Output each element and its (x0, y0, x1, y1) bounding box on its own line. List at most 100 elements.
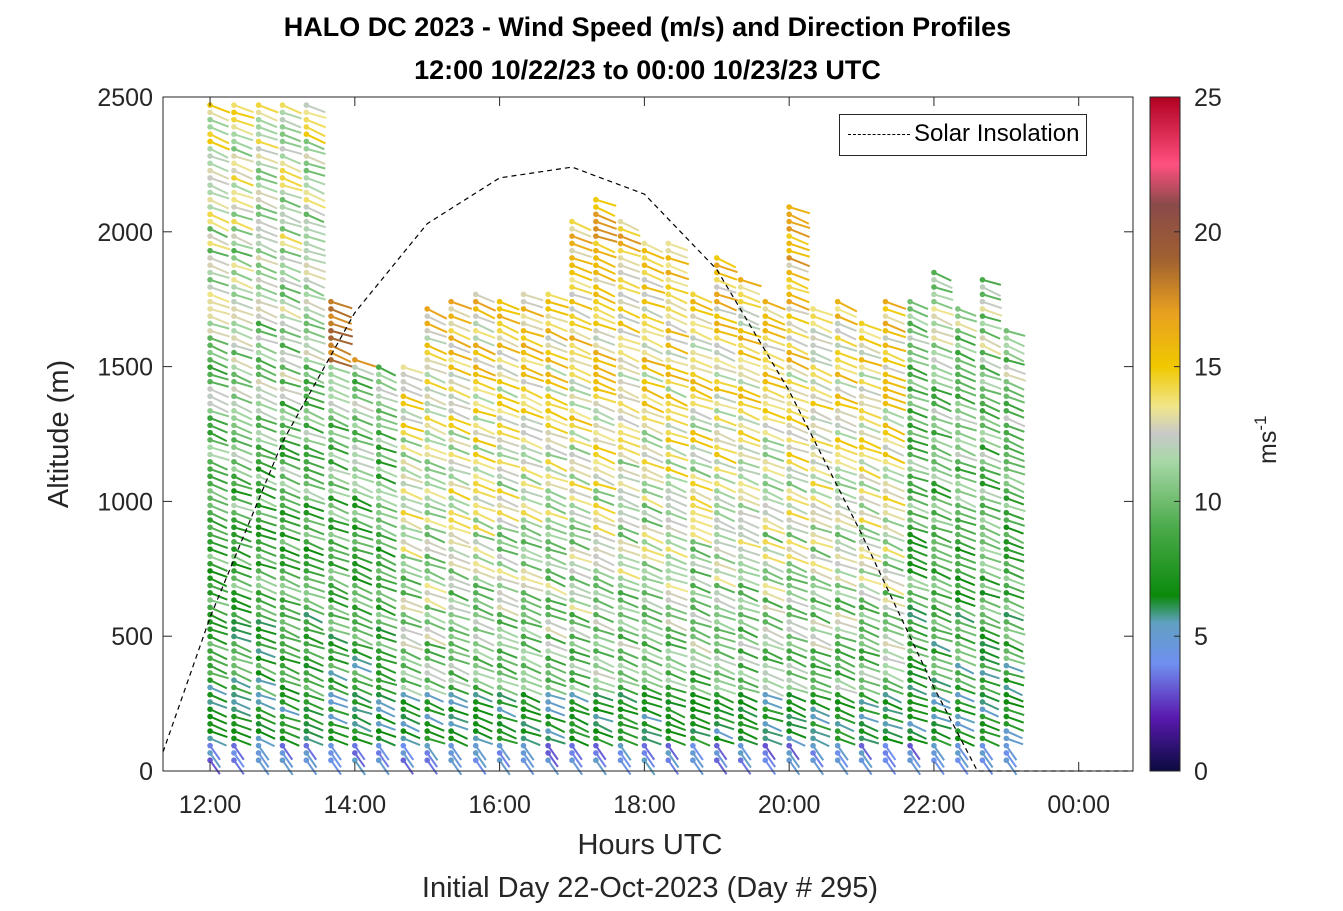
wind-barb-point (472, 713, 479, 720)
wind-barb-shaft (812, 591, 832, 603)
wind-barb-shaft (209, 278, 229, 287)
wind-barb-shaft (933, 526, 953, 534)
wind-barb-point (858, 677, 865, 683)
wind-barb-shaft (716, 431, 736, 443)
wind-barb-point (545, 604, 551, 611)
wind-barb-shaft (233, 722, 252, 731)
wind-barb-point (810, 357, 816, 363)
wind-barb-point (1003, 742, 1010, 749)
wind-barb-point (690, 560, 696, 567)
wind-barb-shaft (233, 162, 254, 173)
wind-barb-point (279, 298, 286, 305)
wind-barb-point (472, 633, 479, 640)
wind-barb-point (1003, 728, 1010, 734)
wind-barb-point (931, 386, 937, 392)
wind-barb-point (375, 742, 382, 749)
wind-barb-shaft (620, 635, 639, 645)
wind-barb-shaft (861, 504, 880, 516)
wind-barb-shaft (378, 708, 396, 718)
wind-barb-point (496, 458, 503, 465)
wind-barb-shaft (861, 591, 881, 602)
wind-barb-shaft (861, 460, 880, 472)
wind-barb-shaft (378, 650, 397, 659)
wind-barb-shaft (426, 715, 444, 726)
wind-barbs-layer (207, 102, 1027, 776)
wind-barb-shaft (378, 409, 398, 419)
wind-barb-shaft (282, 388, 303, 396)
wind-barb-shaft (499, 431, 520, 441)
wind-barb-point (690, 553, 696, 560)
wind-barb-point (472, 568, 479, 574)
wind-barb-point (303, 408, 310, 414)
wind-barb-point (858, 662, 865, 669)
wind-barb-point (496, 429, 503, 436)
wind-barb-shaft (450, 686, 470, 696)
wind-barb-shaft (282, 358, 302, 369)
wind-barb-shaft (330, 620, 350, 629)
wind-barb-shaft (209, 307, 231, 316)
wind-barb-shaft (667, 271, 690, 281)
wind-barb-point (786, 247, 792, 254)
wind-barb-shaft (475, 693, 493, 703)
wind-barb-point (520, 728, 527, 734)
wind-barb-shaft (740, 329, 762, 339)
wind-barb-point (400, 611, 407, 618)
wind-barb-shaft (837, 329, 857, 341)
wind-barb-point (810, 473, 816, 480)
wind-barb-point (207, 218, 213, 225)
wind-barb-shaft (378, 606, 396, 617)
wind-barb-shaft (258, 184, 278, 193)
wind-barb-shaft (788, 489, 809, 501)
wind-barb-shaft (884, 526, 905, 538)
wind-barb-point (207, 626, 213, 632)
wind-barb-shaft (643, 497, 664, 509)
wind-barb-shaft (620, 555, 640, 564)
wind-barb-shaft (885, 599, 906, 608)
wind-barb-point (641, 247, 648, 254)
wind-barb-shaft (982, 686, 1001, 696)
wind-barb-point (979, 335, 986, 341)
wind-barb-shaft (330, 606, 350, 616)
wind-barb-point (569, 626, 575, 632)
wind-barb-point (737, 640, 744, 647)
wind-barb-shaft (885, 482, 905, 493)
wind-barb-point (545, 298, 551, 305)
wind-barb-point (690, 393, 696, 400)
wind-barb-shaft (764, 679, 785, 689)
wind-barb-shaft (354, 759, 366, 776)
wind-barb-shaft (933, 460, 952, 472)
wind-barb-point (690, 335, 696, 341)
wind-barb-shaft (909, 759, 922, 776)
wind-barb-shaft (909, 715, 928, 723)
wind-barb-shaft (667, 540, 687, 551)
wind-barb-shaft (523, 548, 543, 559)
wind-barb-shaft (571, 570, 592, 580)
wind-barb-shaft (258, 650, 276, 659)
wind-barb-point (979, 677, 986, 683)
wind-barb-point (496, 357, 503, 363)
wind-barb-shaft (499, 300, 520, 311)
wind-barb-point (737, 488, 744, 494)
wind-barb-shaft (667, 548, 688, 559)
wind-barb-shaft (354, 431, 373, 441)
wind-barb-point (231, 349, 237, 356)
wind-barb-shaft (861, 657, 880, 667)
wind-barb-point (665, 517, 672, 523)
wind-barb-point (279, 422, 286, 429)
wind-barb-shaft (885, 366, 906, 375)
wind-barb-point (834, 357, 841, 363)
wind-barb-shaft (571, 329, 592, 341)
wind-barb-shaft (450, 300, 473, 310)
wind-barb-point (1003, 604, 1010, 611)
wind-barb-point (737, 298, 744, 305)
wind-barb-point (400, 553, 407, 560)
wind-barb-point (713, 721, 720, 727)
wind-barb-point (762, 327, 769, 334)
wind-barb-point (279, 102, 286, 108)
wind-barb-point (858, 378, 865, 385)
wind-barb-point (352, 677, 358, 683)
wind-barb-point (400, 662, 407, 669)
wind-barb-point (713, 393, 720, 400)
wind-barb-shaft (861, 322, 882, 332)
wind-barb-shaft (233, 366, 253, 377)
